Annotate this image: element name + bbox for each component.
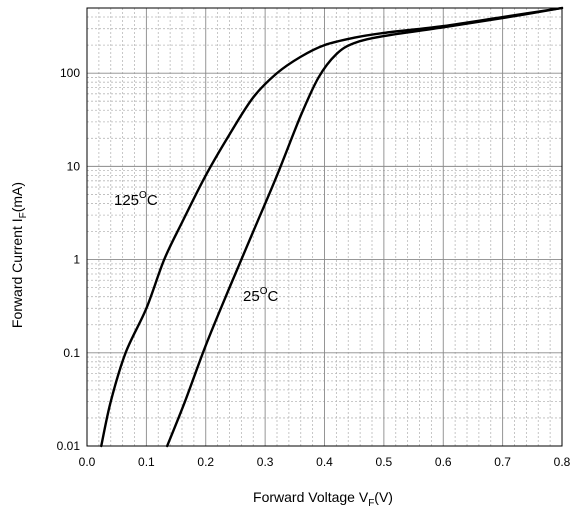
series-label-25c: 25OC <box>243 286 278 305</box>
x-axis-title: Forward Voltage VF(V) <box>253 489 393 509</box>
y-tick-label: 0.1 <box>63 346 80 360</box>
x-tick-label: 0.8 <box>554 455 571 469</box>
y-tick-label: 100 <box>60 66 80 80</box>
x-tick-label: 0.6 <box>435 455 452 469</box>
x-tick-label: 0.0 <box>79 455 96 469</box>
x-tick-label: 0.4 <box>316 455 333 469</box>
curves <box>100 6 564 448</box>
y-tick-label: 10 <box>67 159 81 173</box>
series-label-125c: 125OC <box>114 190 158 209</box>
y-tick-label: 1 <box>73 253 80 267</box>
y-tick-labels: 0.01 0.1 1 10 100 <box>57 66 81 453</box>
x-tick-label: 0.2 <box>197 455 214 469</box>
x-tick-labels: 0.0 0.1 0.2 0.3 0.4 0.5 0.6 0.7 0.8 <box>79 455 571 469</box>
y-axis-title: Forward Current IF(mA) <box>9 182 29 328</box>
plot-frame <box>86 7 563 447</box>
x-tick-label: 0.1 <box>138 455 155 469</box>
x-tick-label: 0.5 <box>376 455 393 469</box>
x-tick-label: 0.3 <box>257 455 274 469</box>
curve-125c <box>100 6 564 448</box>
grid <box>86 7 563 447</box>
x-tick-label: 0.7 <box>494 455 511 469</box>
y-tick-label: 0.01 <box>57 439 81 453</box>
curve-25c <box>165 6 564 448</box>
